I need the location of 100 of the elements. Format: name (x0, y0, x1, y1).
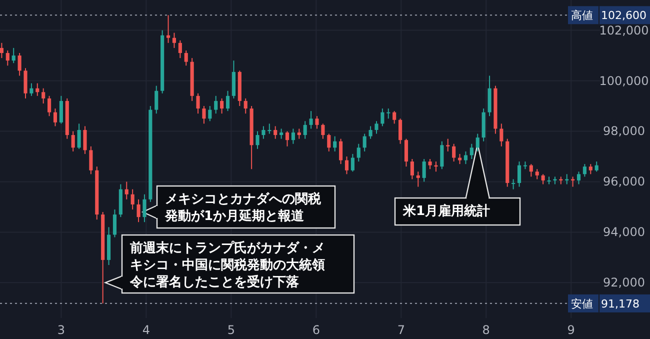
candlestick (196, 92, 200, 114)
candlestick (488, 75, 492, 117)
candlestick (398, 118, 402, 144)
candlestick (386, 108, 390, 120)
candlestick (333, 136, 337, 152)
candlestick (529, 164, 533, 178)
annotation: メキシコとカナダへの関税発動が1か月延期と報道 (164, 191, 322, 224)
candlestick (565, 174, 569, 185)
candlestick (512, 178, 516, 190)
candlestick (404, 138, 408, 168)
candlestick (24, 68, 28, 99)
candlestick (232, 60, 236, 99)
candlestick (582, 164, 586, 178)
candlestick (571, 176, 575, 188)
x-tick-label: 6 (312, 323, 320, 337)
x-tick-label: 5 (227, 323, 235, 337)
candlestick (262, 126, 266, 140)
candlestick (53, 108, 58, 127)
candlestick (464, 150, 468, 165)
candlestick (356, 143, 360, 162)
candlestick (297, 128, 301, 140)
x-tick-label: 7 (397, 323, 405, 337)
x-tick-label: 4 (142, 323, 150, 337)
candlestick (83, 126, 87, 154)
candlestick (535, 168, 539, 180)
candlestick (208, 106, 212, 122)
candlestick (36, 82, 40, 96)
candlestick (315, 116, 319, 130)
candlestick (274, 126, 278, 140)
candlestick (172, 32, 176, 48)
candlestick (458, 153, 462, 165)
candlestick (166, 14, 170, 44)
annotation: メキシコとカナダへの関税発動が1か月延期と報道 (141, 185, 336, 229)
candlestick (476, 133, 480, 152)
candlestick (428, 158, 432, 170)
candlestick (89, 146, 93, 175)
y-tick-label: 100,000 (599, 74, 649, 88)
candlestick (77, 123, 81, 150)
candlestick (440, 140, 444, 170)
annotation: 米1月雇用統計 (402, 203, 490, 219)
candlestick (416, 171, 420, 188)
candlestick (285, 130, 290, 147)
candlestick (446, 138, 450, 152)
candlestick (18, 52, 22, 76)
candlestick (6, 50, 10, 66)
y-tick-label: 98,000 (603, 124, 645, 138)
candlestick (344, 156, 349, 175)
candlestick (71, 130, 75, 152)
candlestick (422, 158, 426, 182)
candlestick (220, 98, 224, 114)
candlestick (59, 95, 63, 124)
candlestick (0, 42, 4, 59)
candlestick (244, 98, 248, 114)
candlestick (380, 108, 384, 127)
ref-line-label: 高値 102,600 (571, 9, 646, 22)
candlestick (594, 161, 598, 172)
candlestick (291, 128, 295, 144)
candlestick (280, 128, 284, 140)
candlestick (350, 153, 354, 172)
candlestick (178, 40, 182, 59)
candlestick (576, 171, 581, 185)
x-tick-label: 3 (57, 323, 66, 337)
annotation: 前週末にトランプ氏がカナダ・メキシコ・中国に関税発動の大統領令に署名したことを受け下落 (104, 234, 355, 294)
candlestick (42, 88, 46, 104)
candlestick (136, 198, 140, 223)
candlestick (303, 120, 307, 140)
candlestick (268, 123, 272, 134)
candlestick (256, 130, 260, 150)
candlestick (541, 174, 545, 185)
x-tick-label: 9 (567, 323, 575, 337)
y-tick-label: 92,000 (603, 276, 645, 290)
x-tick-label: 8 (482, 323, 490, 337)
candlestick (48, 95, 52, 117)
candlestick (154, 85, 158, 114)
candlestick (214, 95, 218, 114)
candlestick (470, 143, 474, 160)
candlestick (321, 123, 325, 140)
candlestick (142, 194, 146, 223)
candlestick (500, 123, 504, 147)
candlestick (452, 143, 456, 162)
candlestick (410, 158, 414, 180)
candlestick (374, 120, 378, 134)
y-tick-label: 94,000 (603, 225, 645, 240)
candlestick (362, 133, 366, 152)
candlestick (12, 47, 16, 64)
candlestick (517, 161, 522, 188)
candlestick (112, 208, 117, 238)
candlestick (368, 126, 372, 140)
candlestick (339, 138, 343, 165)
candlestick (392, 110, 396, 124)
candlestick (124, 181, 128, 200)
y-tick-label: 96,000 (603, 174, 645, 189)
candlestick (309, 110, 313, 130)
annotation: 前週末にトランプ氏がカナダ・メキシコ・中国に関税発動の大統領令に署名したことを受け下落 (129, 240, 325, 290)
candlestick (202, 106, 206, 124)
candlestick (130, 188, 134, 210)
candlestick (327, 133, 331, 152)
y-tick-label: 102,000 (599, 23, 649, 38)
candlestick (184, 50, 188, 66)
ref-line-label: 安値 91,178 (571, 297, 640, 310)
